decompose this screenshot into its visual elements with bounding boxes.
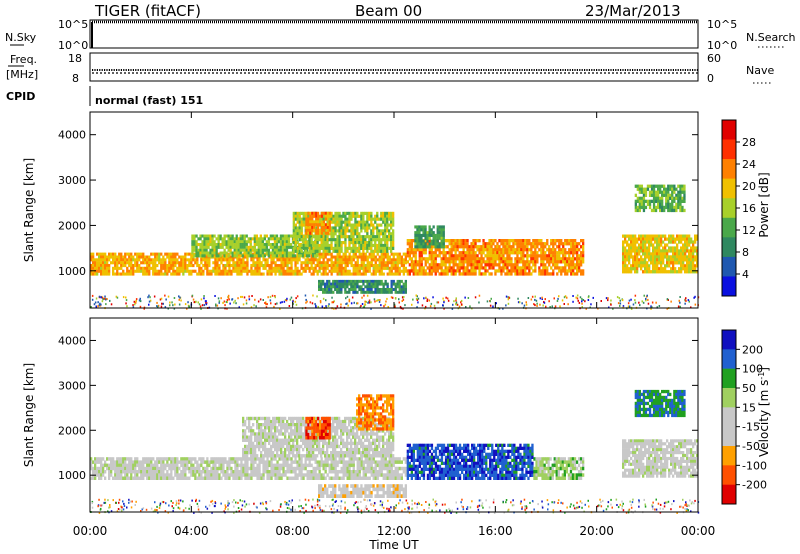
nsky-panel xyxy=(89,19,699,49)
velocity-colorbar-tick-label: -100 xyxy=(742,459,767,472)
power-y-tick-label: 3000 xyxy=(58,174,86,187)
power-colorbar-segment xyxy=(722,217,736,238)
power-colorbar-tick-label: 8 xyxy=(742,246,749,259)
power-echo-region xyxy=(414,225,445,249)
beam-title: Beam 00 xyxy=(355,2,422,20)
velocity-echo-region xyxy=(533,457,585,480)
velocity-y-label: Slant Range [km] xyxy=(22,363,36,467)
velocity-colorbar: 200 100 50 15 -15 -50 -100 -200 xyxy=(721,329,767,505)
power-colorbar-segment xyxy=(722,256,736,277)
velocity-y-tick-label: 4000 xyxy=(58,334,86,347)
power-colorbar-tick-label: 24 xyxy=(742,158,756,171)
power-colorbar-segment xyxy=(722,276,736,297)
nsky-tick-top: 10^5 xyxy=(58,18,88,31)
cpid-value: normal (fast) 151 xyxy=(95,94,203,107)
x-axis-label: Time UT xyxy=(368,538,419,552)
nsearch-tick-top: 10^5 xyxy=(707,18,737,31)
freq-label-2: [MHz] xyxy=(6,68,38,81)
x-tick-label: 16:00 xyxy=(478,524,513,538)
velocity-data-layer xyxy=(90,389,700,514)
power-colorbar-segment xyxy=(722,120,736,140)
x-tick-label: 20:00 xyxy=(579,524,614,538)
velocity-echo-region xyxy=(90,457,407,480)
x-tick-label: 00:00 xyxy=(73,524,108,538)
nsearch-label: N.Search xyxy=(746,31,796,44)
freq-tick-bottom: 8 xyxy=(72,72,79,85)
power-colorbar-tick-label: 4 xyxy=(742,268,749,281)
nave-tick-bottom: 0 xyxy=(707,72,714,85)
x-tick-label: 00:00 xyxy=(681,524,716,538)
velocity-colorbar-tick-label: -15 xyxy=(742,421,760,434)
power-colorbar-label: Power [dB] xyxy=(757,172,771,237)
power-echo-region xyxy=(406,239,585,276)
power-y-tick-label: 4000 xyxy=(58,129,86,142)
x-tick-label: 04:00 xyxy=(174,524,209,538)
velocity-colorbar-segment xyxy=(722,484,736,505)
power-data-layer xyxy=(90,184,700,310)
power-colorbar-segment xyxy=(722,139,736,160)
velocity-y-tick-label: 1000 xyxy=(58,469,86,482)
velocity-echo-region xyxy=(356,394,395,431)
velocity-echo-region xyxy=(318,484,407,498)
power-echo-region xyxy=(318,279,407,294)
power-plot-bg xyxy=(90,112,698,308)
nave-label: Nave xyxy=(746,64,774,77)
power-echo-region xyxy=(622,234,699,274)
power-y-tick-label: 2000 xyxy=(58,219,86,232)
velocity-colorbar-tick-label: 100 xyxy=(742,363,763,376)
station-title: TIGER (fitACF) xyxy=(94,2,201,20)
power-y-label: Slant Range [km] xyxy=(22,158,36,262)
velocity-echo-region xyxy=(305,416,331,440)
freq-tick-top: 18 xyxy=(68,52,82,65)
velocity-y-tick-label: 2000 xyxy=(58,424,86,437)
velocity-colorbar-tick-label: 15 xyxy=(742,401,756,414)
power-colorbar-tick-label: 16 xyxy=(742,202,756,215)
velocity-echo-region xyxy=(242,416,395,458)
power-colorbar: 28 24 20 16 12 8 4 xyxy=(721,119,756,297)
velocity-colorbar-tick-label: 200 xyxy=(742,343,763,356)
velocity-echo-region xyxy=(634,389,686,418)
velocity-colorbar-tick-label: -200 xyxy=(742,479,767,492)
cpid-label: CPID xyxy=(6,90,35,103)
velocity-colorbar-segment xyxy=(722,349,736,369)
velocity-y-tick-label: 3000 xyxy=(58,379,86,392)
nsky-tick-bottom: 10^0 xyxy=(58,39,88,52)
freq-panel xyxy=(89,52,699,82)
power-colorbar-tick-label: 20 xyxy=(742,180,756,193)
velocity-colorbar-frame xyxy=(721,329,737,505)
velocity-colorbar-label: Velocity [m s-1] xyxy=(757,367,772,457)
power-echo-region xyxy=(305,211,331,235)
power-colorbar-segment xyxy=(722,198,736,219)
velocity-colorbar-tick-label: 50 xyxy=(742,382,756,395)
nave-tick-top: 60 xyxy=(707,52,721,65)
velocity-colorbar-segment xyxy=(722,426,736,447)
power-y-tick-label: 1000 xyxy=(58,265,86,278)
power-colorbar-tick-label: 12 xyxy=(742,224,756,237)
velocity-colorbar-segment xyxy=(722,330,736,350)
velocity-echo-region xyxy=(406,443,534,480)
x-tick-label: 08:00 xyxy=(275,524,310,538)
power-colorbar-segment xyxy=(722,159,736,179)
velocity-colorbar-tick-label: -50 xyxy=(742,440,760,453)
velocity-colorbar-segment xyxy=(722,446,736,466)
power-echo-region xyxy=(634,184,686,213)
freq-label-1: Freq. xyxy=(10,53,37,66)
velocity-colorbar-segment xyxy=(722,368,736,389)
power-colorbar-segment xyxy=(722,178,736,199)
nsearch-tick-bottom: 10^0 xyxy=(707,39,737,52)
power-colorbar-tick-label: 28 xyxy=(742,136,756,149)
velocity-colorbar-segment xyxy=(722,407,736,427)
velocity-colorbar-segment xyxy=(722,465,736,485)
nsky-label: N.Sky xyxy=(5,31,37,44)
velocity-echo-region xyxy=(622,439,699,478)
x-tick-label: 12:00 xyxy=(377,524,412,538)
velocity-colorbar-segment xyxy=(722,388,736,408)
date-title: 23/Mar/2013 xyxy=(585,2,681,20)
power-colorbar-segment xyxy=(722,237,736,258)
